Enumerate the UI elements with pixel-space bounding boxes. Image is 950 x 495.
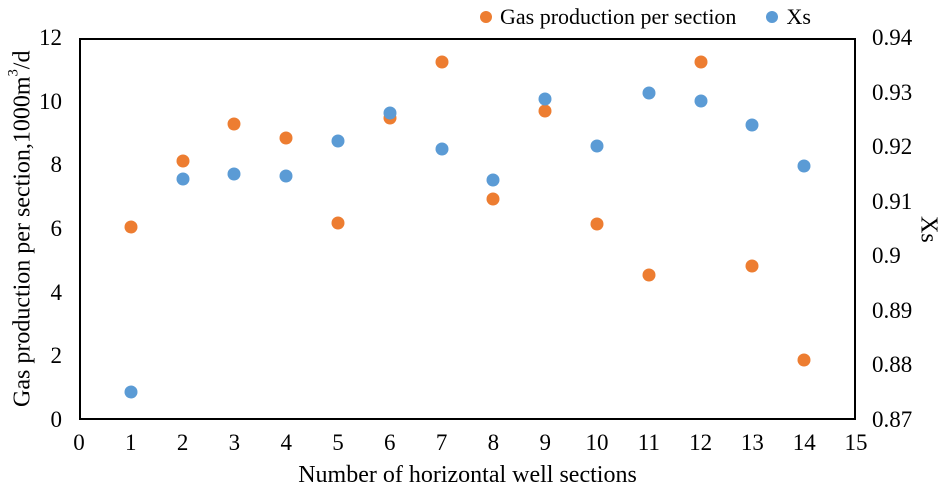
- plot-area: [81, 40, 854, 418]
- left-y-axis-tick-label: 6: [50, 216, 63, 241]
- data-point-xs: [383, 106, 397, 120]
- data-point-gas-production: [435, 55, 449, 69]
- x-axis-tick-label: 11: [637, 430, 660, 455]
- right-y-axis-tick-label: 0.9: [872, 243, 901, 269]
- right-y-axis-tick-label: 0.92: [872, 134, 913, 160]
- data-point-xs: [227, 167, 241, 181]
- left-y-axis-tick-label: 0: [50, 407, 63, 432]
- x-axis-tick-label: 0: [73, 430, 85, 455]
- right-y-axis-title: Xs: [912, 38, 944, 420]
- x-axis-tick-label: 4: [280, 430, 292, 455]
- data-point-gas-production: [642, 268, 656, 282]
- data-point-xs: [486, 173, 500, 187]
- right-y-axis-tick-label: 0.88: [872, 352, 913, 378]
- left-y-axis-tick-label: 4: [50, 279, 63, 305]
- data-point-gas-production: [797, 353, 811, 367]
- chart-legend: Gas production per section Xs: [480, 2, 811, 32]
- right-y-axis-tick-label: 0.87: [872, 407, 913, 432]
- data-point-gas-production: [124, 220, 138, 234]
- x-axis-tick-label: 12: [689, 430, 713, 455]
- plot-area-frame: [79, 38, 856, 420]
- x-axis-tick-label: 6: [384, 430, 396, 455]
- x-axis-tick-label: 2: [176, 430, 189, 455]
- data-point-gas-production: [538, 104, 552, 118]
- legend-label-xs: Xs: [786, 4, 811, 29]
- right-y-axis-tick-label: 0.94: [872, 25, 913, 50]
- left-y-axis-tick-label: 2: [50, 343, 63, 369]
- right-y-axis-tick-label: 0.93: [872, 79, 913, 105]
- x-axis-tick-label: 14: [792, 430, 816, 455]
- data-point-xs: [124, 385, 138, 399]
- x-axis-tick-label: 10: [585, 430, 609, 455]
- legend-marker-gas-icon: [480, 11, 492, 23]
- data-point-gas-production: [331, 216, 345, 230]
- data-point-xs: [435, 142, 449, 156]
- x-axis-tick-label: 15: [844, 430, 868, 455]
- data-point-xs: [745, 118, 759, 132]
- x-axis-tick-label: 7: [435, 430, 448, 455]
- data-point-gas-production: [227, 117, 241, 131]
- data-point-gas-production: [176, 154, 190, 168]
- right-y-axis-tick-label: 0.89: [872, 297, 913, 323]
- data-point-gas-production: [486, 192, 500, 206]
- data-point-xs: [797, 159, 811, 173]
- x-axis-tick-label: 8: [487, 430, 500, 455]
- data-point-xs: [694, 94, 708, 108]
- right-y-axis-title-text: Xs: [915, 215, 942, 243]
- legend-item-gas-production: Gas production per section: [480, 4, 736, 30]
- left-y-axis-tick-label: 12: [39, 25, 62, 50]
- data-point-xs: [590, 139, 604, 152]
- data-point-xs: [279, 169, 293, 183]
- x-axis-tick-label: 1: [125, 430, 137, 455]
- data-point-gas-production: [590, 217, 604, 231]
- legend-label-gas: Gas production per section: [500, 4, 737, 29]
- right-y-axis-tick-label: 0.91: [872, 188, 913, 214]
- data-point-gas-production: [694, 55, 708, 69]
- x-axis-tick-label: 5: [332, 430, 344, 455]
- data-point-gas-production: [745, 259, 759, 273]
- data-point-xs: [538, 92, 552, 106]
- legend-marker-xs-icon: [766, 11, 779, 23]
- x-axis-title: Number of horizontal well sections: [298, 462, 637, 488]
- legend-item-xs: Xs: [766, 4, 811, 30]
- x-axis-tick-label: 9: [539, 430, 551, 455]
- x-axis-tick-label: 3: [228, 430, 241, 455]
- x-axis-tick-label: 13: [740, 430, 764, 455]
- data-point-gas-production: [279, 131, 293, 145]
- data-point-xs: [331, 134, 345, 148]
- data-point-xs: [642, 86, 656, 100]
- left-y-axis-tick-label: 8: [50, 152, 63, 178]
- left-y-axis-tick-label: 10: [39, 88, 62, 114]
- data-point-xs: [176, 172, 190, 186]
